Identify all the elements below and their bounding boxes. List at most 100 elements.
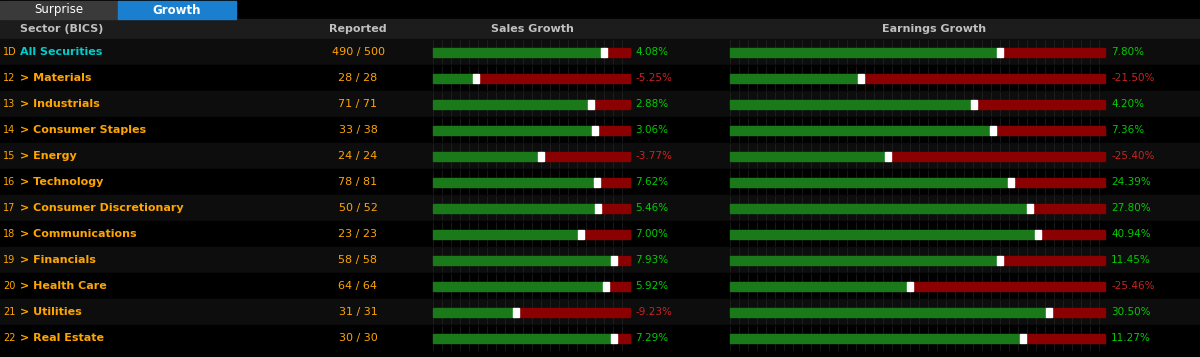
Text: > Technology: > Technology (20, 177, 103, 187)
Text: 20: 20 (2, 281, 16, 291)
Bar (433, 126, 592, 135)
Bar (0, 195, 1200, 221)
Bar (601, 47, 607, 56)
Bar (0, 91, 1200, 117)
Bar (0, 299, 1200, 325)
Bar (730, 100, 971, 109)
Bar (913, 282, 1105, 291)
Text: 15: 15 (2, 151, 16, 161)
Bar (1027, 203, 1033, 212)
Text: 7.36%: 7.36% (1111, 125, 1144, 135)
Bar (0, 1, 118, 19)
Bar (592, 126, 598, 135)
Bar (118, 1, 236, 19)
Text: 31 / 31: 31 / 31 (338, 307, 377, 317)
Text: 30 / 30: 30 / 30 (338, 333, 377, 343)
Bar (583, 230, 630, 238)
Bar (600, 177, 630, 186)
Text: Reported: Reported (329, 24, 386, 34)
Bar (539, 151, 545, 161)
Bar (611, 333, 617, 342)
Bar (595, 203, 601, 212)
Text: 7.62%: 7.62% (635, 177, 668, 187)
Bar (730, 230, 1034, 238)
Bar (1040, 230, 1105, 238)
Bar (1045, 307, 1051, 317)
Bar (433, 282, 604, 291)
Text: 13: 13 (2, 99, 16, 109)
Bar (730, 151, 884, 161)
Bar (433, 307, 512, 317)
Bar (1003, 47, 1105, 56)
Bar (996, 126, 1105, 135)
Text: 30.50%: 30.50% (1111, 307, 1151, 317)
Text: 50 / 52: 50 / 52 (338, 203, 378, 213)
Text: 14: 14 (2, 125, 16, 135)
Bar (0, 169, 1200, 195)
Bar (433, 100, 588, 109)
Text: 23 / 23: 23 / 23 (338, 229, 378, 239)
Bar (1034, 230, 1040, 238)
Text: 7.93%: 7.93% (635, 255, 668, 265)
Text: 58 / 58: 58 / 58 (338, 255, 378, 265)
Bar (0, 273, 1200, 299)
Text: 5.92%: 5.92% (635, 281, 668, 291)
Text: 4.20%: 4.20% (1111, 99, 1144, 109)
Bar (588, 100, 594, 109)
Text: 17: 17 (2, 203, 16, 213)
Text: > Health Care: > Health Care (20, 281, 107, 291)
Bar (907, 282, 913, 291)
Bar (1020, 333, 1026, 342)
Bar (730, 126, 990, 135)
Text: Sales Growth: Sales Growth (491, 24, 574, 34)
Bar (730, 74, 858, 82)
Text: 24 / 24: 24 / 24 (338, 151, 378, 161)
Text: 1D: 1D (2, 47, 17, 57)
Text: -9.23%: -9.23% (635, 307, 672, 317)
Bar (594, 100, 630, 109)
Text: 5.46%: 5.46% (635, 203, 668, 213)
Bar (433, 47, 601, 56)
Text: > Materials: > Materials (20, 73, 91, 83)
Bar (730, 256, 997, 265)
Bar (433, 230, 577, 238)
Bar (0, 117, 1200, 143)
Text: 2.88%: 2.88% (635, 99, 668, 109)
Text: > Communications: > Communications (20, 229, 137, 239)
Text: 11.27%: 11.27% (1111, 333, 1151, 343)
Bar (730, 333, 1020, 342)
Bar (611, 256, 617, 265)
Text: -3.77%: -3.77% (635, 151, 672, 161)
Bar (617, 333, 630, 342)
Text: 7.29%: 7.29% (635, 333, 668, 343)
Text: 21: 21 (2, 307, 16, 317)
Bar (1003, 256, 1105, 265)
Text: All Securities: All Securities (20, 47, 102, 57)
Bar (997, 256, 1003, 265)
Text: 40.94%: 40.94% (1111, 229, 1151, 239)
Bar (864, 74, 1105, 82)
Bar (604, 282, 610, 291)
Bar (617, 256, 630, 265)
Bar (730, 177, 1008, 186)
Bar (971, 100, 977, 109)
Bar (594, 177, 600, 186)
Bar (0, 325, 1200, 351)
Bar (0, 247, 1200, 273)
Text: 3.06%: 3.06% (635, 125, 668, 135)
Text: Surprise: Surprise (35, 4, 84, 16)
Bar (433, 333, 611, 342)
Bar (433, 151, 539, 161)
Text: 22: 22 (2, 333, 16, 343)
Text: > Industrials: > Industrials (20, 99, 100, 109)
Text: 11.45%: 11.45% (1111, 255, 1151, 265)
Bar (0, 19, 1200, 39)
Bar (433, 177, 594, 186)
Bar (433, 256, 611, 265)
Bar (0, 65, 1200, 91)
Bar (990, 126, 996, 135)
Bar (1051, 307, 1105, 317)
Bar (607, 47, 630, 56)
Bar (512, 307, 518, 317)
Text: 490 / 500: 490 / 500 (331, 47, 384, 57)
